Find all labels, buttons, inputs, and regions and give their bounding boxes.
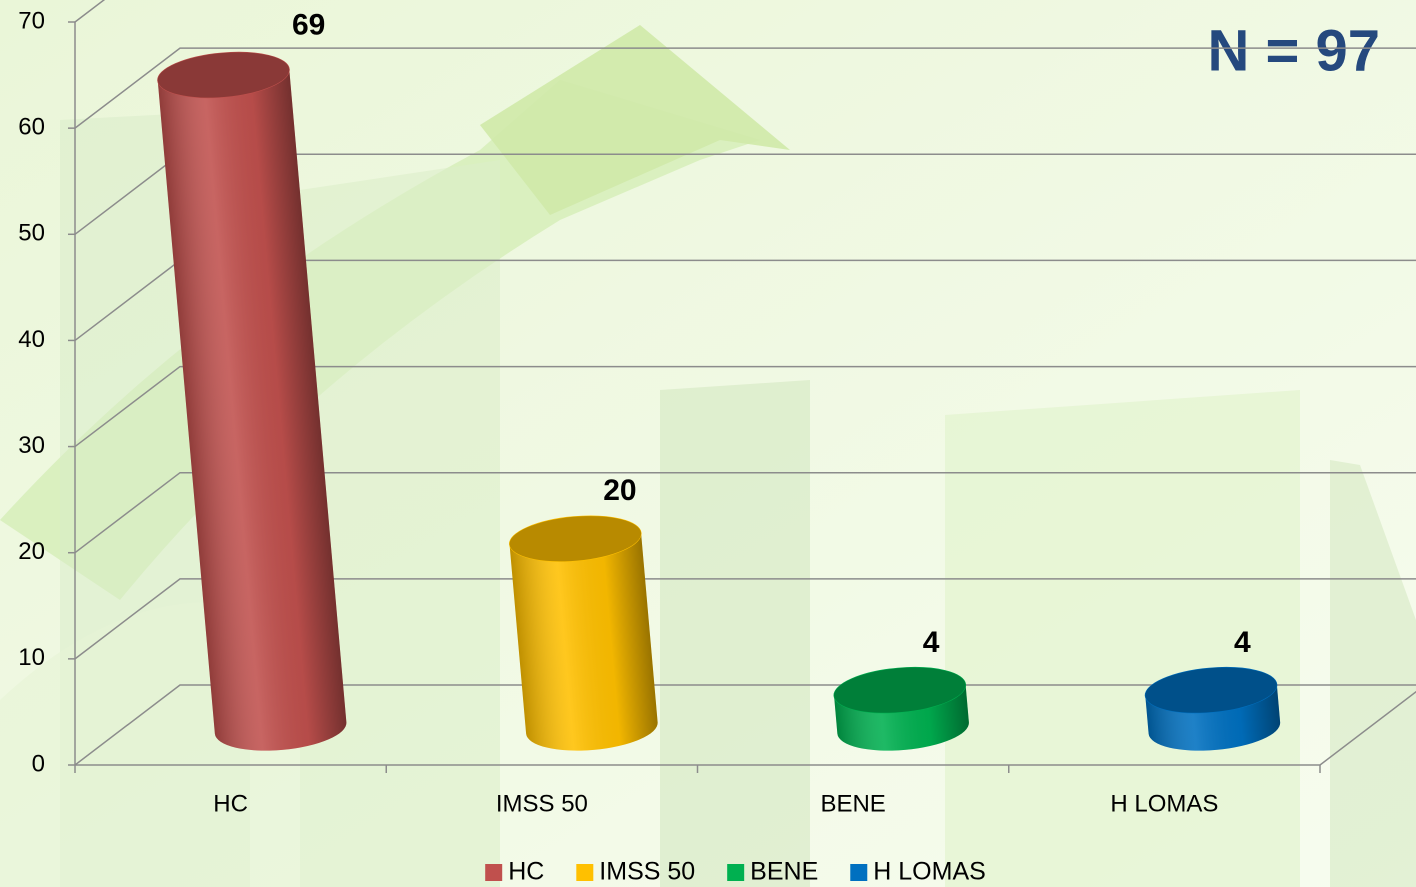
legend: HC IMSS 50 BENE H LOMAS xyxy=(485,858,986,886)
bar-top xyxy=(833,666,967,714)
bar-shade xyxy=(157,69,347,751)
grid-line xyxy=(74,578,1416,660)
grid-line xyxy=(74,47,1416,129)
y-tick-label: 20 xyxy=(18,538,45,565)
y-tick-label: 50 xyxy=(18,220,45,247)
cylinder xyxy=(509,515,658,751)
x-tick-label: H LOMAS xyxy=(1110,790,1218,817)
legend-label: H LOMAS xyxy=(873,858,986,886)
y-tick-label: 70 xyxy=(18,7,45,34)
y-tick-label: 0 xyxy=(32,750,45,777)
legend-swatch xyxy=(727,864,745,881)
y-tick-label: 40 xyxy=(18,326,45,353)
bar-top xyxy=(509,515,642,562)
legend-label: BENE xyxy=(750,858,818,886)
y-tick-label: 60 xyxy=(18,113,45,140)
grid-line xyxy=(74,365,1416,448)
value-label: 20 xyxy=(603,474,636,507)
legend-label: IMSS 50 xyxy=(599,858,695,886)
x-tick-label: HC xyxy=(213,790,248,817)
bar-top-shade xyxy=(157,52,290,98)
value-label: 69 xyxy=(292,8,325,41)
bar-top-shade xyxy=(1145,667,1277,713)
bar-shade xyxy=(509,532,658,751)
x-tick-label: IMSS 50 xyxy=(496,790,588,817)
bar-top xyxy=(157,51,290,99)
value-label: 4 xyxy=(923,626,940,659)
y-tick-label: 10 xyxy=(18,644,45,671)
legend-swatch xyxy=(576,864,594,881)
bar-top xyxy=(1144,666,1278,714)
grid-line xyxy=(74,471,1416,554)
cylinder xyxy=(1144,666,1281,751)
legend-swatch xyxy=(485,864,503,881)
x-tick-label: BENE xyxy=(820,790,885,817)
cylinder xyxy=(157,51,347,751)
legend-label: HC xyxy=(508,858,544,886)
value-label: 4 xyxy=(1234,626,1251,659)
y-tick-label: 30 xyxy=(18,432,45,459)
cylinder xyxy=(833,666,969,751)
grid-line xyxy=(74,684,1416,766)
bar-top-shade xyxy=(834,667,966,713)
bar-top-shade xyxy=(509,516,642,562)
annotation: N = 97 xyxy=(1208,18,1381,83)
legend-swatch xyxy=(850,864,868,881)
